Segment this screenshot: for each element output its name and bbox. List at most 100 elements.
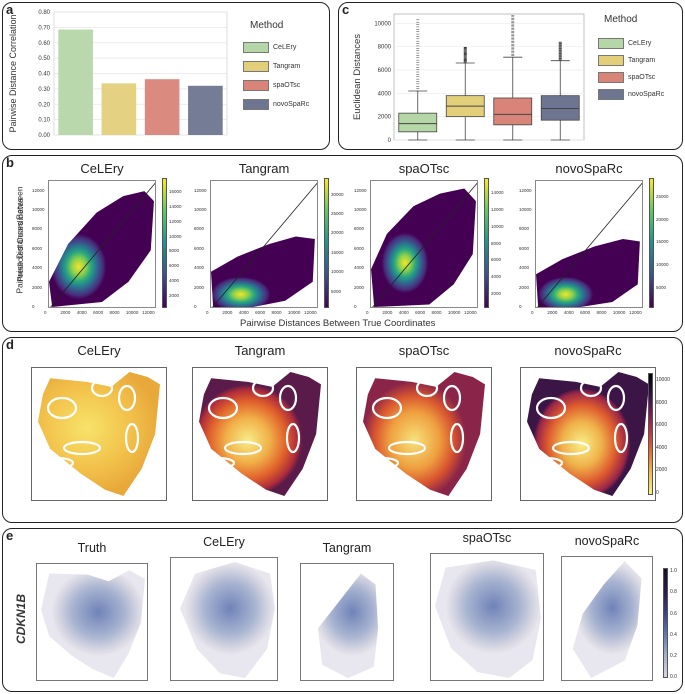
- colorbar-tick-b: 8000: [491, 240, 502, 246]
- ytick-b-Tangram: 2000: [194, 284, 205, 290]
- ytick-a: 0.20: [38, 102, 50, 108]
- ytick-b-spaOTsc: 10000: [354, 207, 367, 213]
- colorbar-tick-e: 0.6: [670, 610, 677, 617]
- box-CeLEry: [398, 19, 438, 141]
- tissue-gaps-novoSpaRc: [528, 378, 629, 470]
- legend-label-c-Tangram: Tangram: [628, 57, 656, 64]
- panel-label-c: c: [342, 2, 350, 17]
- vessel-novoSpaRc: [535, 396, 567, 420]
- expr-map-novoSpaRc: [561, 556, 653, 681]
- diagonal-CeLEry: [50, 182, 155, 307]
- heatmap-title-CeLEry: CeLEry: [80, 161, 124, 176]
- ytick-b-Tangram: 12000: [194, 187, 207, 193]
- xtick-b-CeLEry: 2000: [60, 310, 71, 315]
- colorbar-tick-b: 12000: [169, 218, 182, 224]
- colorbar-d: [648, 373, 653, 495]
- panel-label-a: a: [6, 2, 14, 17]
- colorbar-tick-b: 15000: [656, 239, 669, 245]
- expression-spaOTsc: [435, 560, 541, 678]
- expression-CeLEry: [180, 562, 275, 678]
- legend-swatch-c-novoSpaRc: [598, 89, 624, 100]
- ytick-b-novoSpaRc: 12000: [519, 187, 532, 193]
- ytick-b-spaOTsc: 12000: [354, 187, 367, 193]
- xtick-b-Tangram: 0: [206, 310, 209, 315]
- colorbar-tick-b: 15000: [331, 249, 344, 255]
- ytick-a: 0.10: [38, 118, 50, 124]
- colorbar-tick-b: 8000: [169, 248, 180, 254]
- diagonal-Tangram: [212, 182, 317, 307]
- xtick-b-novoSpaRc: 8000: [596, 310, 607, 315]
- spatial-map-spaOTsc: [356, 367, 492, 501]
- identity-line-spaOTsc: [372, 182, 477, 307]
- xtick-b-Tangram: 4000: [238, 310, 249, 315]
- xlabel-b: Pairwise Distances Between True Coordina…: [240, 318, 436, 329]
- colorbar-tick-b: 2000: [491, 291, 502, 297]
- identity-line-CeLEry: [50, 182, 155, 307]
- legend-item-novoSpaRc: novoSpaRc: [243, 99, 309, 110]
- vessel-novoSpaRc: [551, 440, 591, 456]
- xtick-b-CeLEry: 12000: [142, 310, 155, 315]
- colorbar-tick-e: 0.8: [670, 589, 677, 596]
- expr-title-Tangram: Tangram: [322, 541, 372, 555]
- vessel-CeLEry: [46, 396, 78, 420]
- identity-line-novoSpaRc: [537, 182, 642, 307]
- spatial-title-spaOTsc: spaOTsc: [398, 343, 450, 358]
- xtick-b-spaOTsc: 10000: [447, 310, 461, 315]
- expr-title-Truth: Truth: [77, 541, 107, 555]
- xtick-b-Tangram: 12000: [304, 310, 317, 315]
- vessel-Tangram: [285, 422, 301, 454]
- ytick-b-novoSpaRc: 10000: [519, 207, 532, 213]
- xtick-b-CeLEry: 10000: [125, 310, 139, 315]
- colorbar-tick-b: 30000: [331, 191, 344, 197]
- ytick-b-Tangram: 10000: [194, 207, 207, 213]
- heatmap-title-novoSpaRc: novoSpaRc: [555, 161, 623, 176]
- bar-chart-a: 0.00 0.10 0.20 0.30 0.40 0.50 0.60 0.70 0.80 Pair…: [8, 10, 228, 139]
- panel-label-d: d: [6, 337, 14, 352]
- ytick-b-CeLEry: 2000: [32, 284, 43, 290]
- legend-item-CeLEry: CeLEry: [243, 42, 296, 53]
- xtick-b-CeLEry: 0: [44, 310, 47, 315]
- xtick-b-novoSpaRc: 2000: [547, 310, 558, 315]
- colorbar-tick-d: 0: [656, 490, 659, 496]
- ytick-a: 0.40: [38, 72, 50, 78]
- expr-map-Tangram: [300, 563, 394, 681]
- vessel-spaOTsc: [415, 378, 439, 398]
- vessel-novoSpaRc: [613, 422, 629, 454]
- panel-label-e: e: [6, 528, 14, 543]
- heatmap-Tangram: [210, 180, 318, 308]
- colorbar-b-spaOTsc: [484, 178, 489, 308]
- legend-title-c: Method: [604, 14, 638, 25]
- ytick-b-spaOTsc: 4000: [354, 265, 365, 271]
- ytick-c: 6000: [378, 68, 392, 74]
- colorbar-tick-b: 10000: [491, 223, 504, 229]
- legend-item-Tangram: Tangram: [243, 61, 300, 72]
- legend-swatch-CeLEry: [243, 42, 269, 53]
- vessel-novoSpaRc: [606, 384, 626, 412]
- colorbar-tick-b: 14000: [169, 203, 182, 209]
- xtick-b-novoSpaRc: 10000: [612, 310, 626, 315]
- colorbar-tick-e: 0.2: [670, 652, 677, 659]
- colorbar-tick-d: 10000: [656, 377, 670, 384]
- vessel-spaOTsc: [442, 384, 462, 412]
- vessel-Tangram: [200, 456, 236, 470]
- expr-map-spaOTsc: [430, 553, 544, 681]
- vessel-CeLEry: [62, 440, 102, 456]
- legend-swatch-c-spaOTsc: [598, 72, 624, 83]
- colorbar-tick-b: 4000: [491, 274, 502, 280]
- xtick-b-Tangram: 8000: [271, 310, 282, 315]
- vessel-Tangram: [223, 440, 263, 456]
- bar-novoSpaRc: [188, 85, 223, 135]
- ytick-b-CeLEry: 12000: [32, 187, 45, 193]
- colorbar-tick-b: 16000: [169, 188, 182, 194]
- colorbar-tick-b: 14000: [491, 190, 504, 196]
- expr-title-novoSpaRc: novoSpaRc: [574, 534, 640, 548]
- vessel-spaOTsc: [371, 396, 403, 420]
- vessel-CeLEry: [90, 378, 114, 398]
- colorbar-tick-b: 10000: [169, 233, 182, 239]
- legend-label-c-CeLEry: CeLEry: [628, 40, 652, 47]
- heatmap-novoSpaRc: [535, 180, 643, 308]
- colorbar-tick-e: 1.0: [670, 568, 677, 575]
- box-Tangram: [445, 46, 485, 141]
- ytick-b-CeLEry: 6000: [32, 245, 43, 251]
- ytick-c: 4000: [378, 91, 392, 97]
